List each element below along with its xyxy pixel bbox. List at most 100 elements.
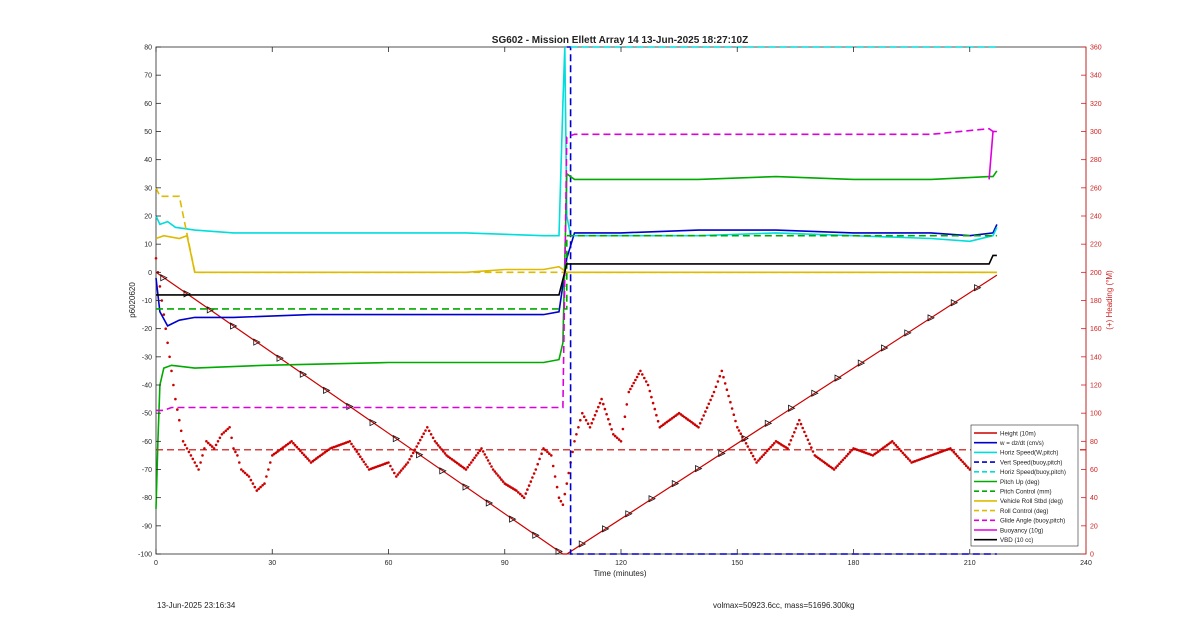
y2-tick-label: 240	[1090, 214, 1102, 221]
heading-point	[269, 461, 272, 464]
heading-point	[709, 398, 712, 402]
heading-point	[720, 369, 724, 373]
heading-point	[841, 458, 845, 462]
heading-point	[581, 411, 584, 415]
heading-point	[236, 454, 239, 457]
footer-date: 13-Jun-2025 23:16:34	[157, 601, 236, 610]
heading-point	[681, 414, 684, 418]
heading-point	[485, 456, 488, 459]
heading-point	[357, 452, 360, 456]
heading-point	[228, 426, 231, 429]
heading-point	[810, 446, 813, 449]
heading-point	[712, 390, 716, 394]
height-marker	[346, 402, 354, 411]
heading-point	[656, 419, 660, 423]
heading-point	[892, 442, 896, 445]
heading-point	[607, 417, 610, 421]
heading-point	[705, 406, 709, 410]
height-marker	[578, 540, 587, 548]
series-w-dz-dt-cm-s	[155, 224, 998, 327]
height-marker	[253, 338, 261, 346]
heading-point	[702, 414, 705, 417]
heading-point	[771, 443, 774, 447]
heading-point	[251, 482, 255, 485]
heading-point	[603, 407, 607, 411]
heading-point	[418, 438, 422, 442]
heading-point	[214, 443, 218, 447]
heading-point	[352, 445, 355, 448]
heading-point	[961, 460, 964, 464]
y2-tick-label: 100	[1090, 411, 1102, 418]
heading-point	[406, 461, 410, 464]
heading-point	[968, 468, 972, 471]
height-marker	[695, 464, 703, 473]
legend-label: Glide Angle (buoy,pitch)	[1000, 518, 1065, 525]
heading-point	[619, 440, 623, 443]
heading-point	[610, 428, 613, 431]
heading-point	[959, 458, 963, 462]
heading-point	[555, 485, 559, 489]
heading-point	[889, 441, 892, 444]
heading-point	[209, 443, 212, 447]
heading-point	[515, 489, 518, 492]
heading-point	[222, 431, 226, 434]
heading-point	[602, 402, 605, 406]
y-tick-label: -30	[142, 354, 152, 361]
heading-point	[538, 457, 541, 461]
heading-point	[488, 462, 492, 465]
x-tick-label: 60	[385, 560, 393, 567]
heading-point	[751, 454, 755, 458]
heading-point	[577, 426, 580, 429]
heading-point	[443, 452, 447, 455]
heading-point	[801, 426, 804, 430]
heading-point	[798, 418, 801, 422]
heading-point	[887, 442, 890, 446]
heading-point	[199, 461, 202, 464]
heading-point	[716, 380, 720, 383]
heading-point	[286, 442, 290, 446]
heading-point	[746, 445, 750, 448]
heading-point	[158, 285, 162, 288]
height-marker	[602, 525, 610, 533]
heading-point	[617, 438, 621, 441]
height-marker	[230, 322, 238, 330]
heading-point	[815, 455, 818, 459]
legend-label: Roll Control (deg)	[1000, 508, 1049, 515]
heading-point	[442, 450, 445, 453]
y2-tick-label: 220	[1090, 242, 1102, 249]
heading-point	[669, 418, 672, 421]
heading-point	[700, 418, 704, 421]
heading-point	[683, 415, 686, 419]
heading-point	[245, 473, 249, 477]
heading-point	[276, 450, 279, 453]
x-tick-label: 150	[731, 560, 743, 567]
series-vert-speed-buoy-pitch	[566, 46, 997, 555]
heading-point	[290, 440, 293, 443]
heading-point	[520, 494, 524, 498]
y2-tick-label: 120	[1090, 383, 1102, 390]
heading-point	[493, 470, 497, 473]
legend-label: w = dz/dt (cm/s)	[999, 440, 1044, 447]
heading-point	[166, 341, 169, 345]
heading-point	[584, 418, 588, 422]
heading-point	[218, 436, 222, 440]
heading-point	[224, 429, 228, 433]
heading-point	[323, 450, 327, 454]
heading-point	[553, 475, 557, 478]
heading-point	[803, 430, 806, 434]
heading-point	[265, 475, 268, 478]
y-tick-label: -40	[142, 383, 152, 390]
heading-point	[791, 435, 794, 438]
heading-point	[794, 427, 798, 430]
heading-point	[454, 460, 457, 464]
heading-point	[220, 433, 224, 436]
heading-point	[417, 442, 420, 445]
heading-point	[327, 448, 330, 452]
heading-point	[164, 327, 167, 331]
heading-point	[905, 455, 908, 459]
heading-point	[843, 456, 846, 460]
heading-point	[207, 441, 210, 445]
heading-point	[302, 453, 306, 457]
heading-point	[247, 475, 251, 478]
heading-point	[495, 472, 498, 475]
